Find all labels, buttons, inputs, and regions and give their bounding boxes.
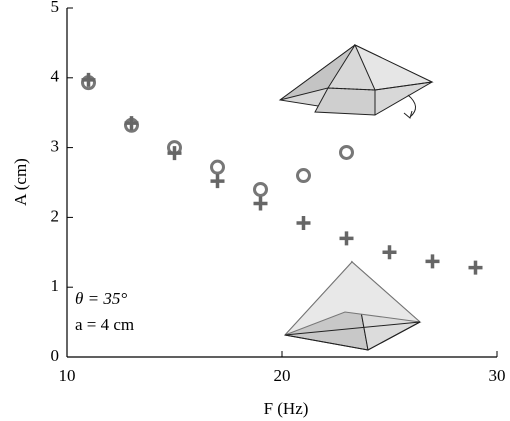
data-point bbox=[469, 261, 483, 275]
data-point bbox=[255, 183, 267, 195]
y-axis-label: A (cm) bbox=[11, 158, 30, 206]
y-tick-label: 5 bbox=[51, 0, 60, 16]
data-point bbox=[212, 161, 224, 173]
x-tick-label: 30 bbox=[489, 366, 506, 385]
x-tick-label: 20 bbox=[274, 366, 291, 385]
data-point bbox=[341, 146, 353, 158]
y-tick-label: 0 bbox=[51, 346, 60, 365]
x-tick-label: 10 bbox=[59, 366, 76, 385]
annotation: a = 4 cm bbox=[75, 315, 134, 334]
x-axis-label: F (Hz) bbox=[264, 399, 309, 418]
annotation: θ = 35° bbox=[75, 289, 127, 308]
data-point bbox=[426, 254, 440, 268]
data-point bbox=[297, 216, 311, 230]
data-point bbox=[254, 196, 268, 210]
chart: θ = 35° a = 4 cm F (Hz) A (cm) 0 1 2 3 4 5 10 2… bbox=[0, 0, 510, 421]
data-point bbox=[211, 174, 225, 188]
folded-pyramid-illustration bbox=[280, 45, 432, 118]
y-tick-label: 1 bbox=[51, 276, 60, 295]
data-point bbox=[298, 170, 310, 182]
data-point bbox=[383, 245, 397, 259]
y-tick-label: 3 bbox=[51, 137, 60, 156]
y-tick-label: 2 bbox=[51, 206, 60, 225]
y-tick-label: 4 bbox=[51, 67, 60, 86]
data-point bbox=[340, 231, 354, 245]
pyramid-illustration bbox=[285, 262, 420, 350]
